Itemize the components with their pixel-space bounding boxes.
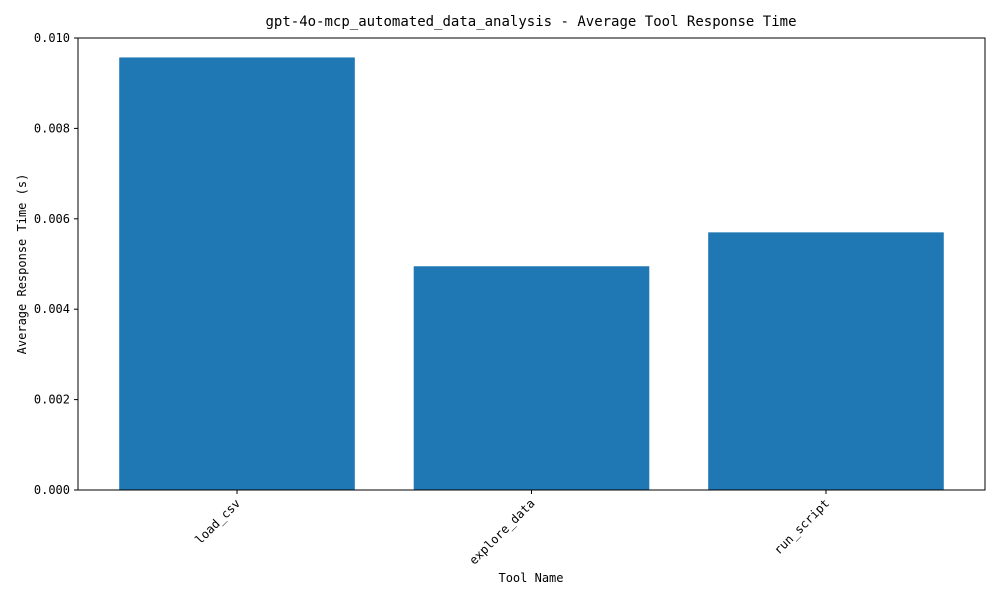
bar-explore_data (413, 266, 650, 490)
bar-run_script (708, 232, 944, 491)
y-axis-label: Average Response Time (s) (15, 174, 29, 355)
x-tick-label: load_csv (192, 496, 243, 547)
bar-load_csv (119, 57, 355, 490)
bars-group (119, 57, 944, 491)
y-axis-ticks: 0.000 0.002 0.004 0.006 0.008 0.010 (34, 31, 78, 497)
y-tick-label: 0.006 (34, 212, 70, 226)
chart-title: gpt-4o-mcp_automated_data_analysis - Ave… (265, 14, 796, 30)
y-tick-label: 0.000 (34, 483, 70, 497)
x-tick-label: run_script (771, 496, 832, 557)
y-tick-label: 0.008 (34, 121, 70, 135)
y-tick-label: 0.002 (34, 393, 70, 407)
x-axis-label: Tool Name (498, 571, 563, 585)
y-tick-label: 0.010 (34, 31, 70, 45)
y-tick-label: 0.004 (34, 302, 70, 316)
x-tick-label: explore_data (466, 496, 537, 567)
x-axis-ticks: load_csv explore_data run_script (192, 490, 832, 567)
